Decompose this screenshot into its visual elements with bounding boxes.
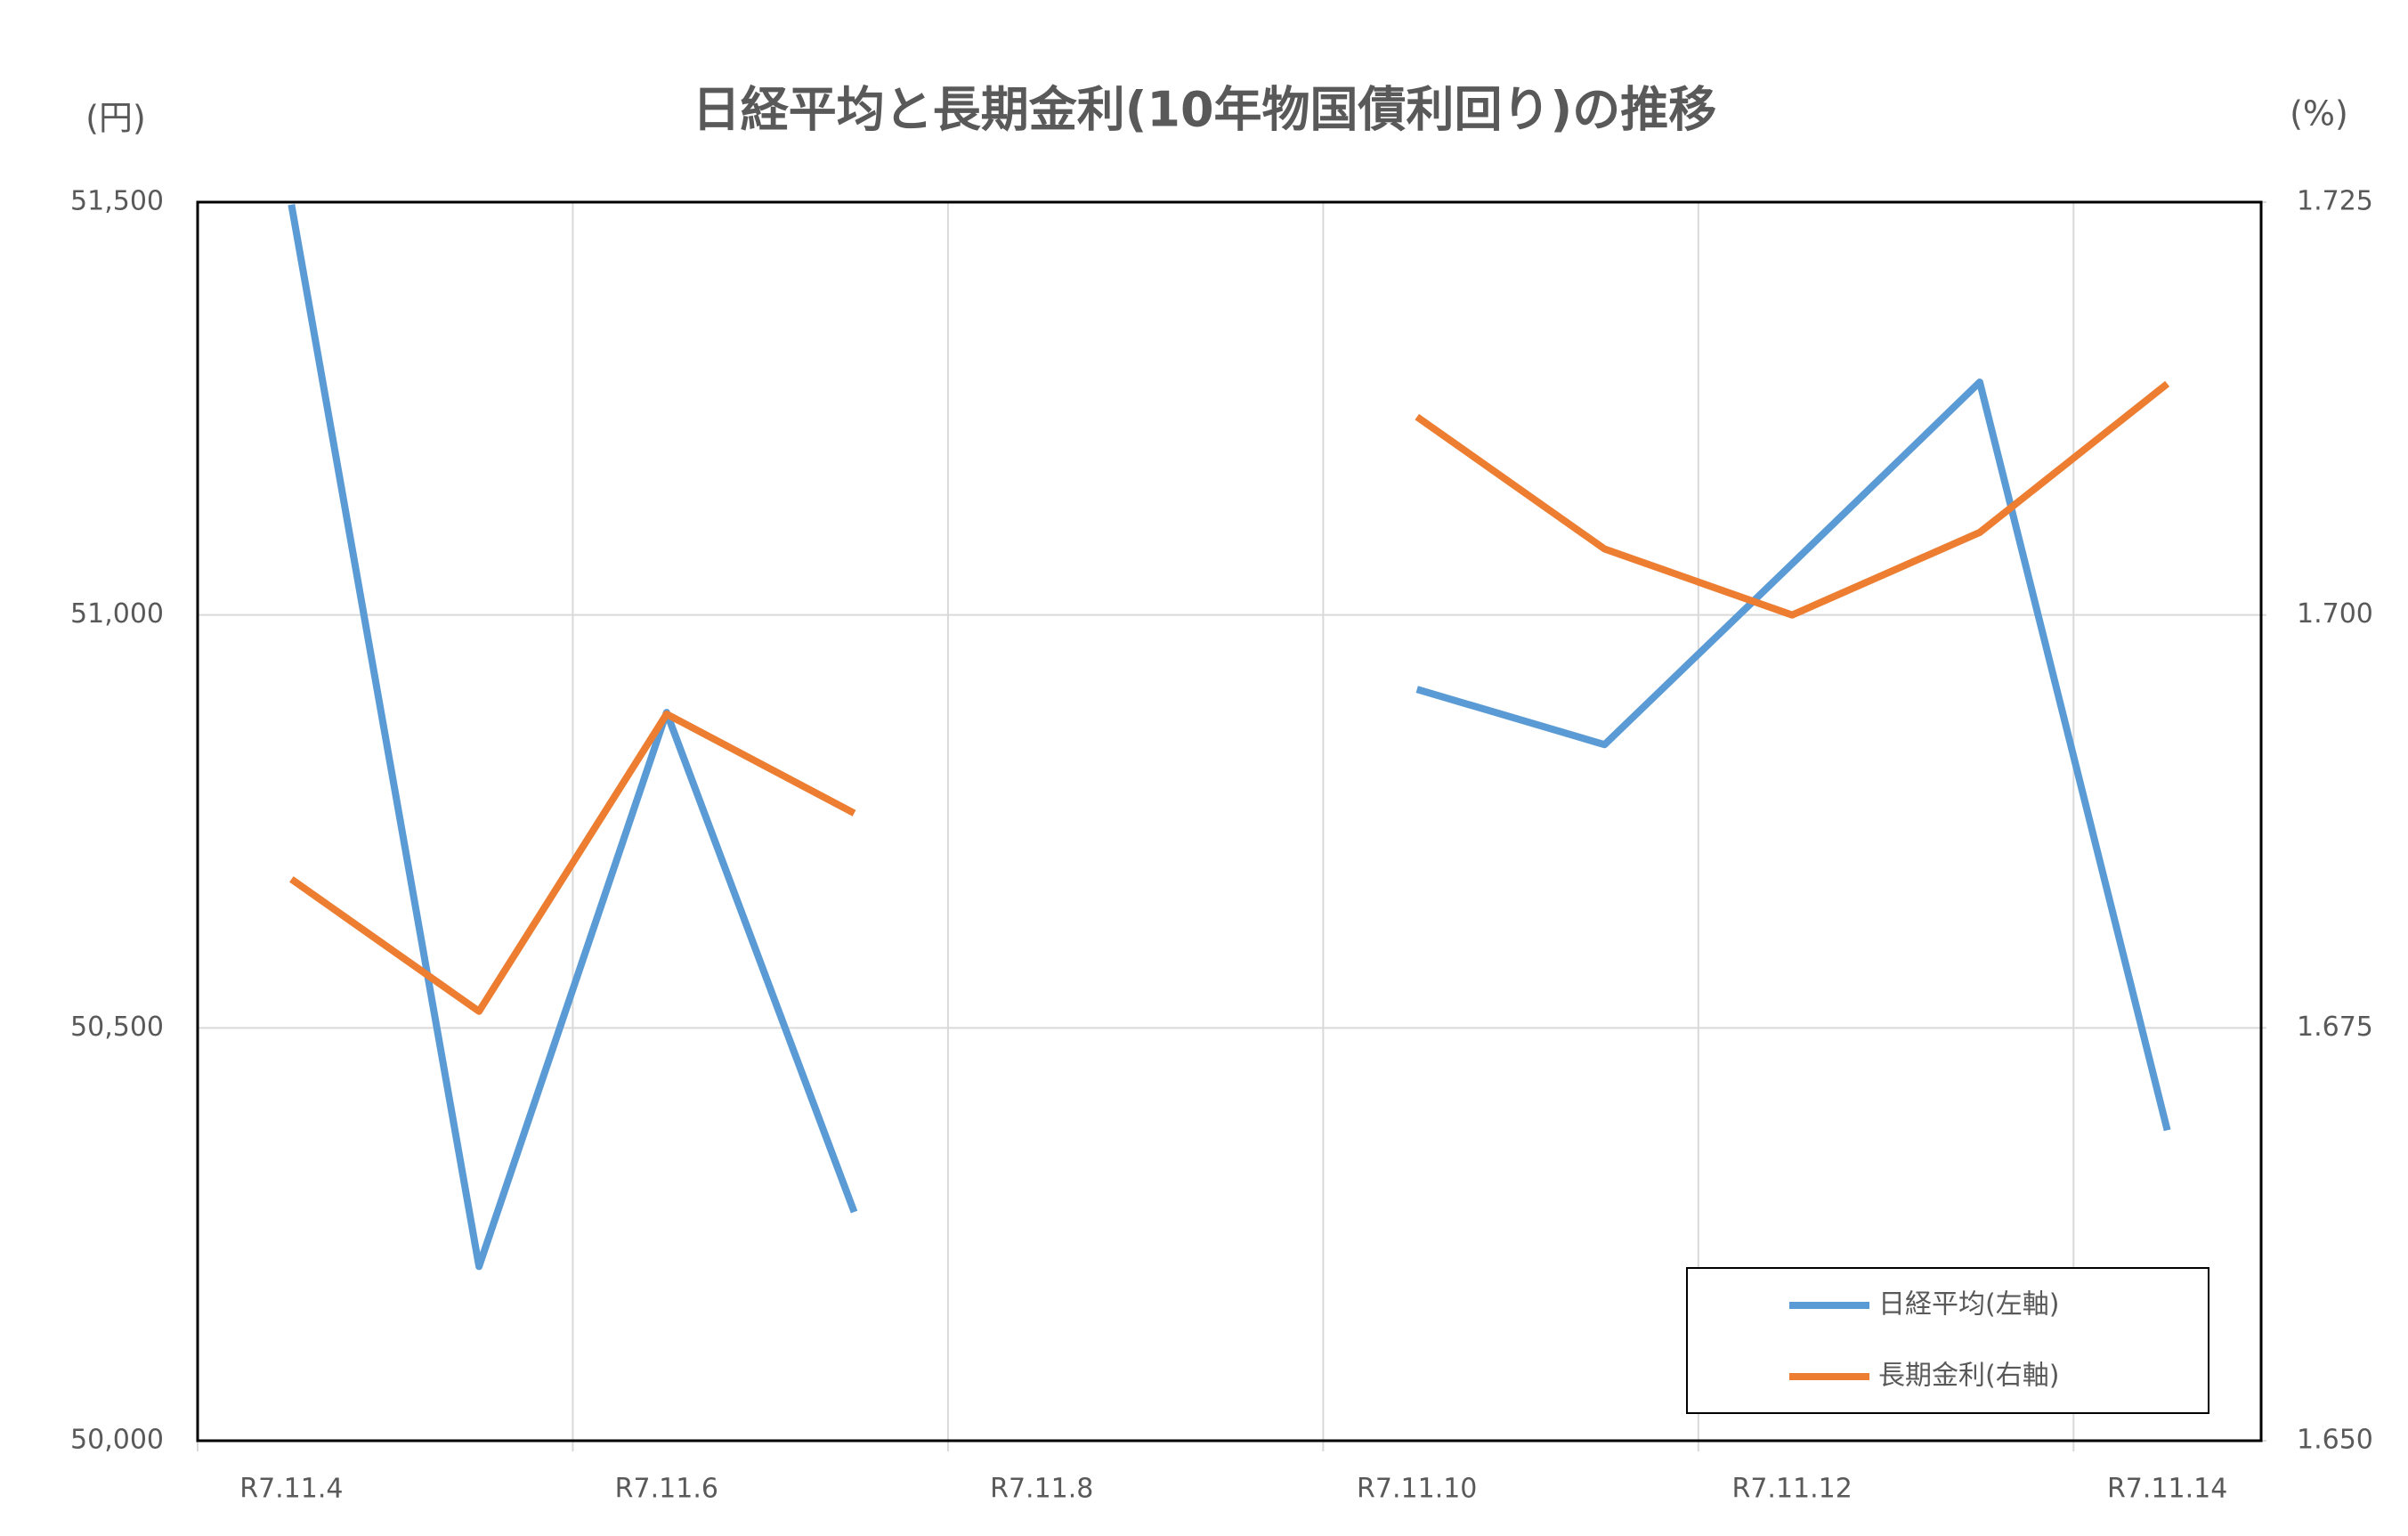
plot-frame bbox=[196, 200, 2263, 1443]
series-line bbox=[288, 204, 2171, 1271]
y2-axis-label: (%) bbox=[2290, 94, 2348, 134]
y-tick-label: 50,500 bbox=[70, 1012, 164, 1043]
x-tick-label: R7.11.14 bbox=[2107, 1474, 2227, 1505]
x-tick-label: R7.11.12 bbox=[1732, 1474, 1853, 1505]
y-tick-label: 50,000 bbox=[70, 1425, 164, 1456]
x-tick-label: R7.11.4 bbox=[239, 1474, 343, 1505]
y2-tick-label: 1.675 bbox=[2297, 1012, 2373, 1043]
x-tick-label: R7.11.6 bbox=[615, 1474, 718, 1505]
y2-tick-label: 1.650 bbox=[2297, 1425, 2373, 1456]
series-line bbox=[289, 380, 2170, 1015]
legend-box bbox=[1686, 1267, 2209, 1414]
legend-label: 長期金利(右軸) bbox=[1878, 1361, 2059, 1392]
y-axis-label: (円) bbox=[85, 99, 146, 138]
y2-tick-label: 1.725 bbox=[2297, 186, 2373, 217]
y-tick-label: 51,000 bbox=[70, 598, 164, 630]
y-tick-label: 51,500 bbox=[70, 186, 164, 217]
x-tick-label: R7.11.8 bbox=[990, 1474, 1093, 1505]
legend-label: 日経平均(左軸) bbox=[1878, 1289, 2059, 1321]
y2-tick-label: 1.700 bbox=[2297, 598, 2373, 630]
chart-title: 日経平均と長期金利(10年物国債利回り)の推移 bbox=[693, 82, 1717, 138]
x-tick-label: R7.11.10 bbox=[1357, 1474, 1477, 1505]
